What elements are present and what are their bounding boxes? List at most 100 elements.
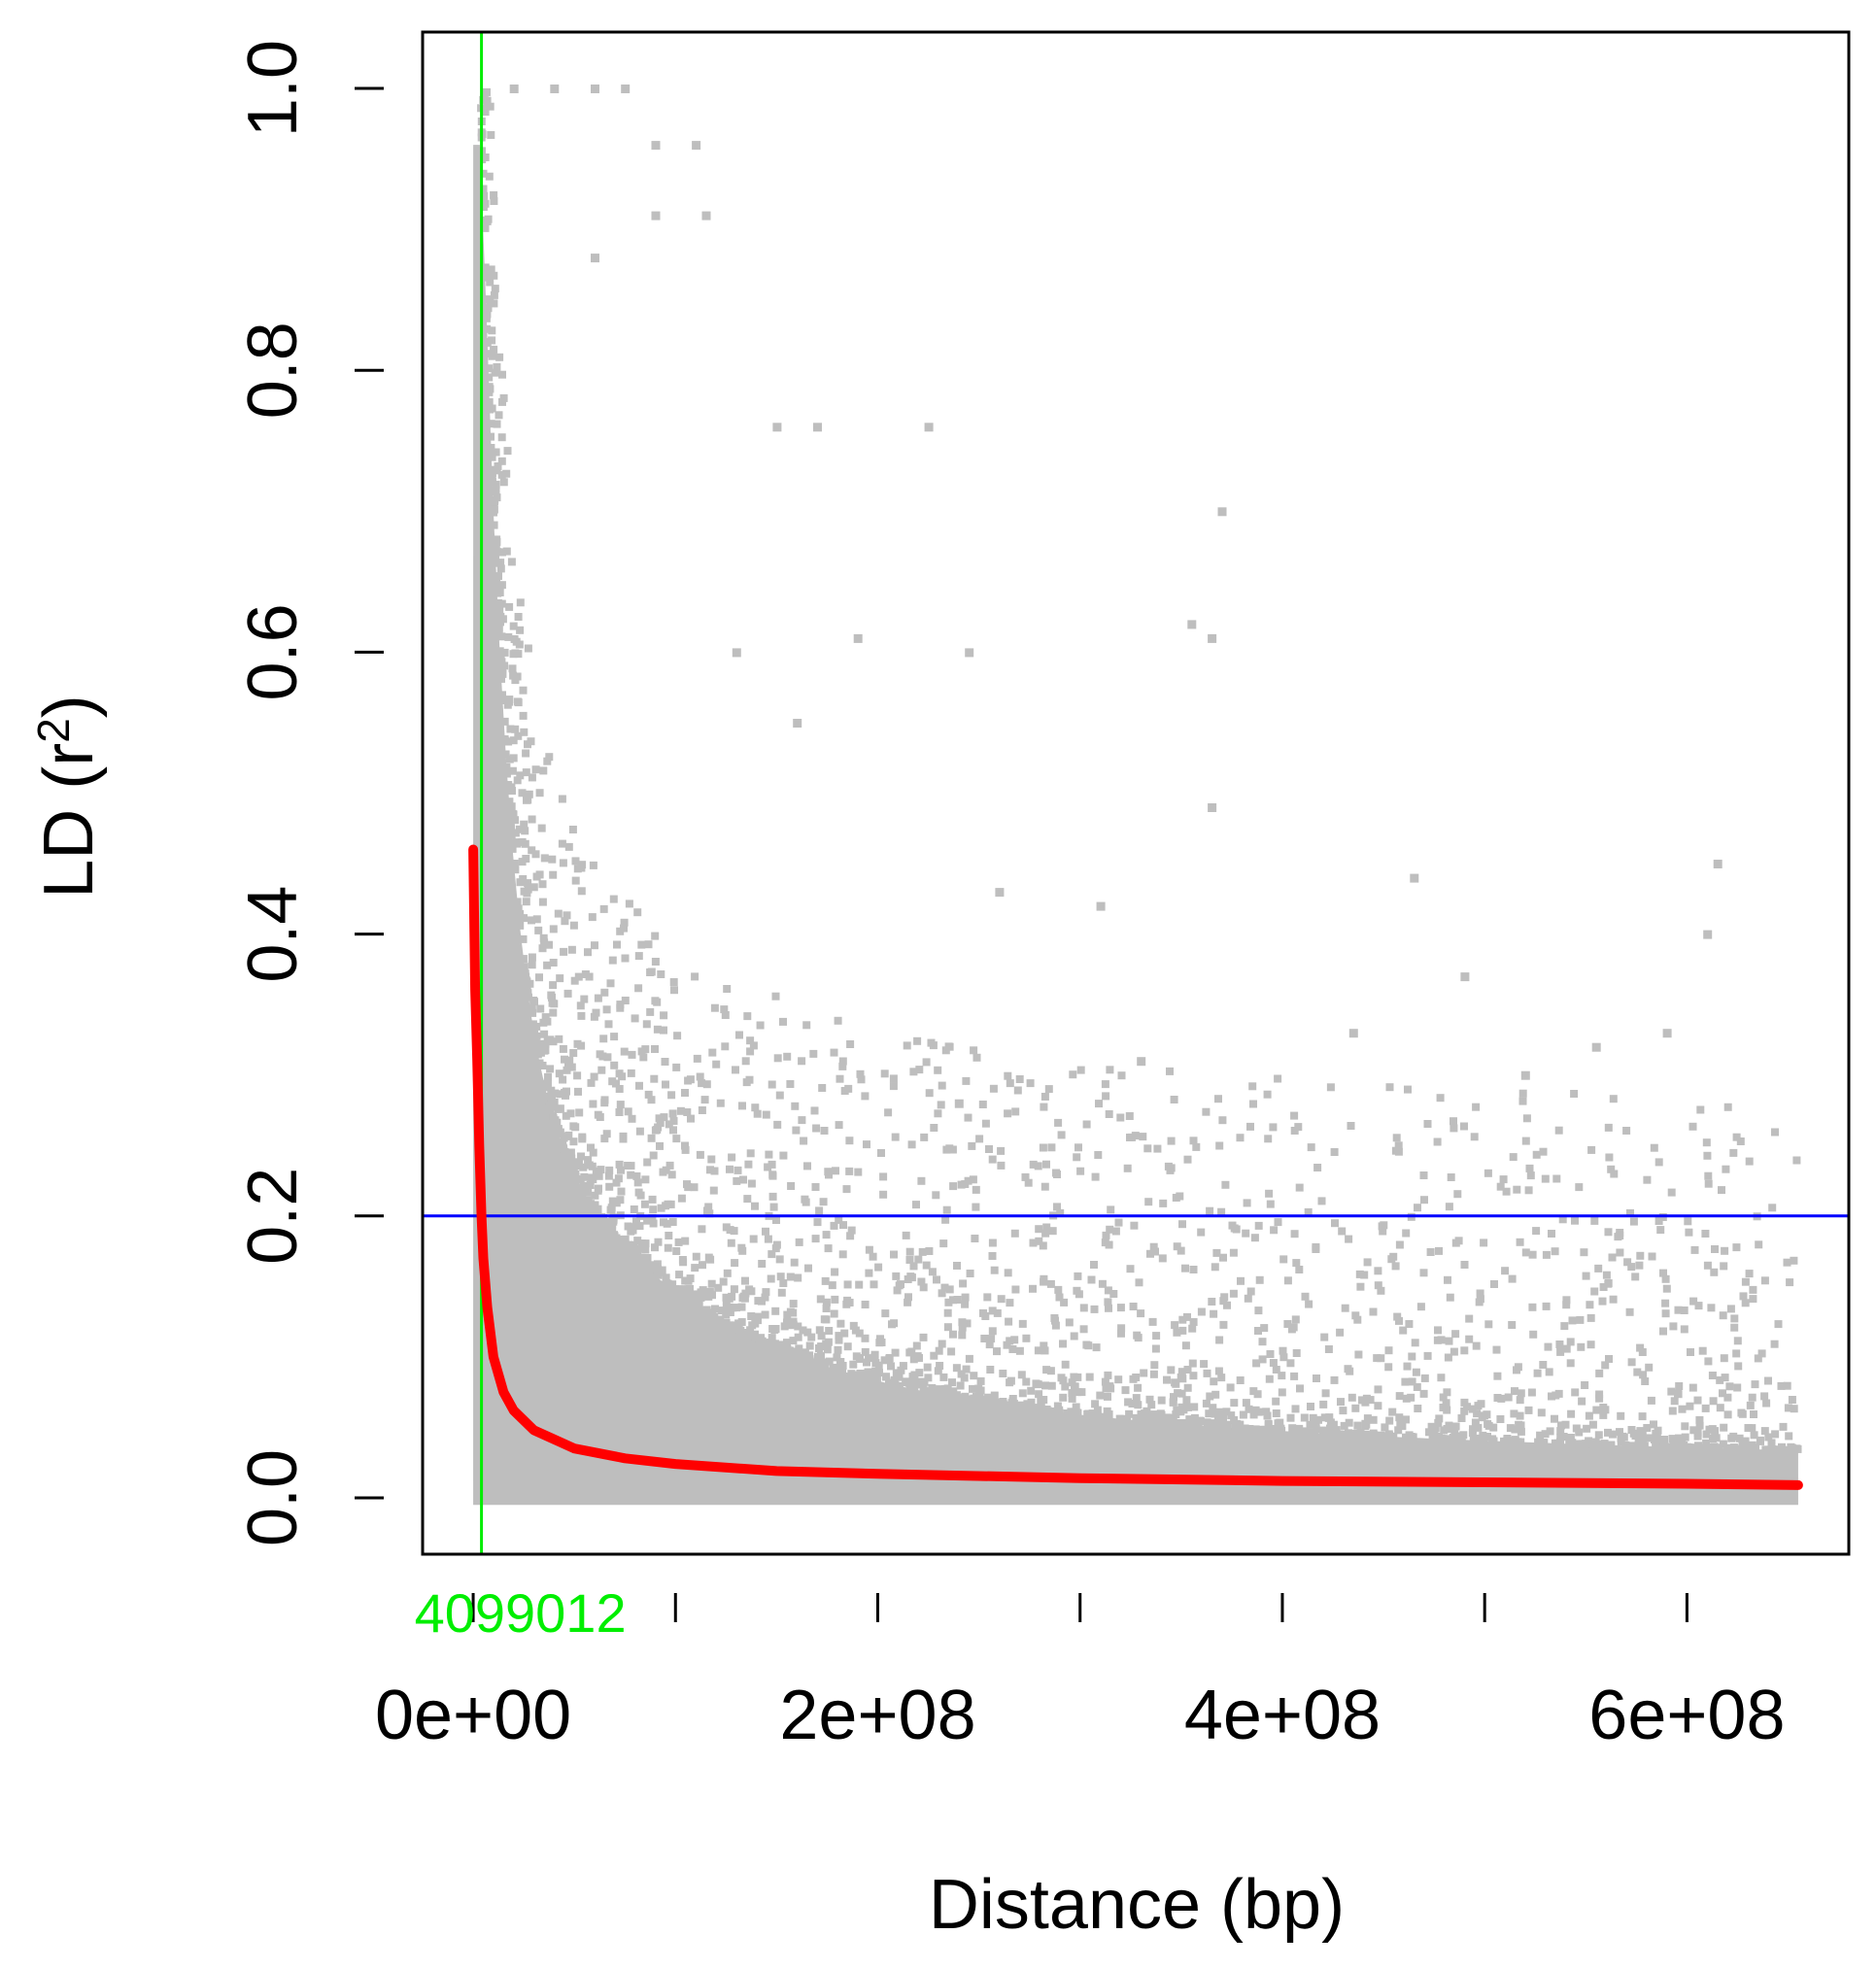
- scatter-point: [1460, 1261, 1469, 1269]
- scatter-point: [580, 1172, 589, 1181]
- scatter-point: [513, 898, 522, 906]
- scatter-point: [483, 217, 492, 225]
- scatter-point: [690, 1300, 699, 1308]
- scatter-point: [825, 1357, 834, 1366]
- scatter-point: [1511, 1425, 1519, 1434]
- scatter-point: [958, 1323, 967, 1332]
- scatter-point: [985, 1340, 994, 1349]
- scatter-point: [1614, 1233, 1622, 1241]
- scatter-point: [1046, 1367, 1055, 1375]
- scatter-point: [1210, 1377, 1218, 1386]
- scatter-point: [767, 1160, 776, 1169]
- scatter-point: [861, 1301, 870, 1308]
- scatter-point: [778, 1346, 787, 1355]
- scatter-point: [1407, 1433, 1416, 1441]
- scatter-point: [1493, 1372, 1502, 1380]
- scatter-point: [1719, 1389, 1726, 1398]
- scatter-point: [1353, 1421, 1362, 1430]
- scatter-point: [609, 1213, 618, 1222]
- scatter-point: [999, 1370, 1007, 1377]
- scatter-point: [651, 958, 660, 966]
- scatter-point: [831, 1268, 839, 1276]
- scatter-point: [1048, 1227, 1057, 1236]
- scatter-point: [1727, 1434, 1736, 1442]
- scatter-point: [988, 1238, 997, 1247]
- scatter-point: [1709, 1435, 1717, 1442]
- scatter-point: [1218, 1116, 1227, 1125]
- scatter-point: [737, 1243, 746, 1252]
- scatter-point: [672, 1288, 681, 1297]
- scatter-point: [479, 95, 488, 104]
- scatter-point: [655, 1114, 664, 1123]
- scatter-point: [649, 1205, 658, 1214]
- scatter-point: [1068, 1409, 1076, 1418]
- scatter-point: [956, 1381, 965, 1390]
- scatter-point: [545, 1101, 554, 1109]
- scatter-point: [1094, 1412, 1103, 1421]
- scatter-point: [600, 1099, 609, 1107]
- scatter-point: [563, 1066, 571, 1074]
- scatter-point: [1518, 1097, 1527, 1105]
- scatter-point: [1093, 1406, 1102, 1414]
- scatter-point: [550, 85, 560, 93]
- scatter-point: [1296, 1384, 1304, 1393]
- scatter-point: [1413, 1383, 1421, 1391]
- y-tick-label: 1.0: [234, 40, 312, 137]
- scatter-point: [536, 1048, 545, 1057]
- scatter-point: [1347, 1393, 1356, 1402]
- scatter-point: [1073, 1153, 1081, 1162]
- scatter-point: [988, 1155, 997, 1164]
- scatter-point: [1643, 1424, 1652, 1432]
- scatter-point: [488, 465, 496, 474]
- scatter-point: [509, 650, 518, 659]
- scatter-point: [1778, 1442, 1786, 1451]
- scatter-point: [1197, 1307, 1206, 1316]
- scatter-point: [1320, 1413, 1329, 1422]
- scatter-point: [1092, 1343, 1101, 1352]
- scatter-point: [564, 842, 573, 851]
- scatter-point: [794, 1333, 802, 1341]
- scatter-point: [1159, 1199, 1168, 1207]
- scatter-point: [508, 844, 517, 853]
- scatter-point: [1609, 1095, 1618, 1103]
- scatter-point: [746, 1332, 755, 1340]
- scatter-point: [577, 1041, 586, 1050]
- scatter-point: [1295, 1266, 1304, 1273]
- scatter-point: [504, 632, 513, 641]
- scatter-point: [1163, 1413, 1172, 1422]
- scatter-point: [1178, 1220, 1186, 1229]
- scatter-point: [1656, 1226, 1665, 1235]
- scatter-point: [801, 1348, 809, 1357]
- scatter-point: [920, 1133, 929, 1141]
- scatter-point: [1645, 1434, 1654, 1442]
- scatter-point: [641, 1245, 650, 1254]
- scatter-point: [1068, 1389, 1076, 1397]
- scatter-point: [559, 1143, 567, 1152]
- scatter-point: [1457, 1414, 1466, 1422]
- scatter-point: [1355, 1270, 1364, 1278]
- scatter-point: [491, 497, 498, 506]
- scatter-point: [1170, 1393, 1177, 1402]
- scatter-point: [1151, 1344, 1160, 1353]
- scatter-point: [813, 423, 822, 432]
- scatter-point: [1008, 1397, 1017, 1406]
- scatter-point: [836, 1366, 843, 1374]
- scatter-point: [506, 725, 515, 733]
- scatter-point: [1460, 1398, 1469, 1407]
- scatter-point: [1552, 1391, 1560, 1400]
- scatter-point: [1423, 1120, 1432, 1128]
- scatter-point: [1274, 1218, 1282, 1227]
- scatter-point: [497, 599, 506, 608]
- scatter-point: [594, 1205, 602, 1213]
- scatter-point: [1015, 1346, 1024, 1355]
- scatter-point: [891, 1133, 900, 1141]
- scatter-point: [933, 1275, 940, 1284]
- scatter-point: [647, 1096, 656, 1104]
- scatter-point: [874, 1263, 883, 1272]
- scatter-point: [1768, 1445, 1777, 1453]
- scatter-point: [1723, 1393, 1732, 1402]
- scatter-point: [1121, 1386, 1130, 1395]
- scatter-point: [1710, 1268, 1719, 1276]
- scatter-point: [635, 1127, 644, 1136]
- scatter-point: [1548, 1392, 1555, 1401]
